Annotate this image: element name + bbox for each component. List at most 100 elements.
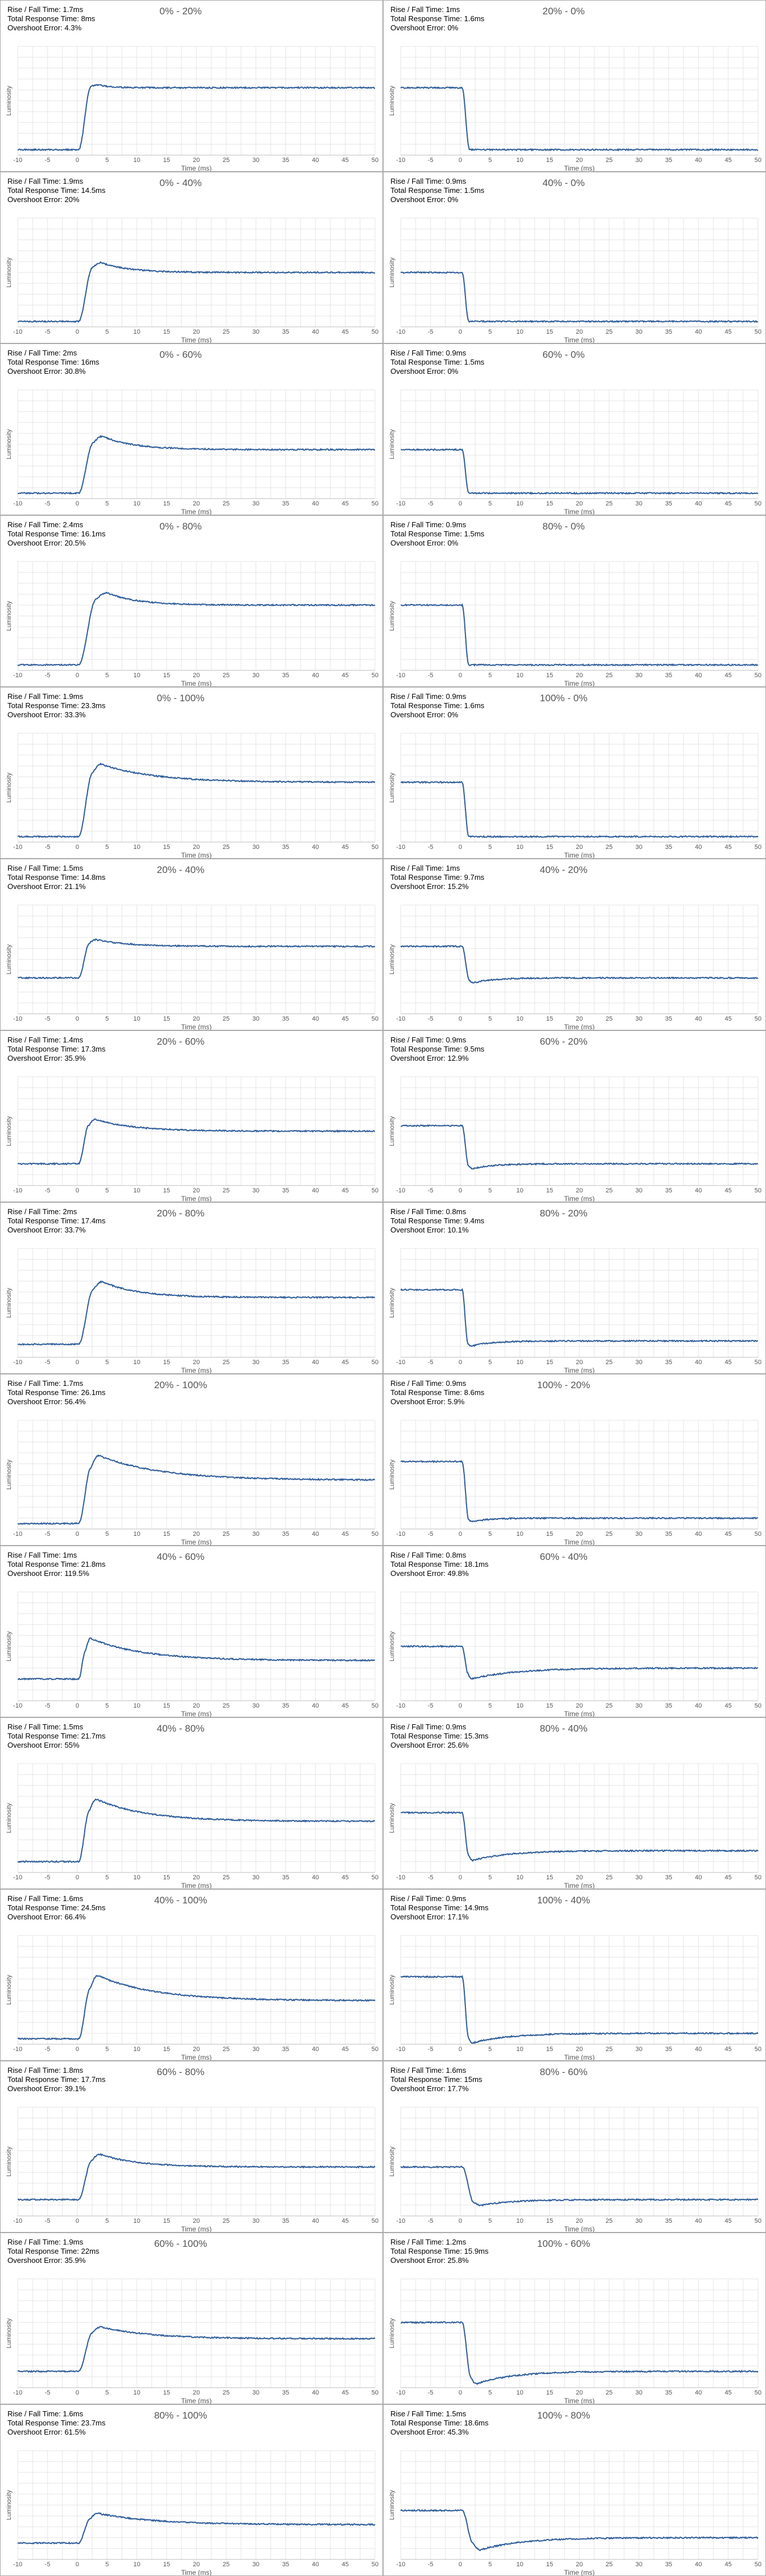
x-tick-label: 15 xyxy=(163,672,171,679)
stat-label: Overshoot Error: xyxy=(390,539,448,547)
x-tick-label: 5 xyxy=(488,1016,492,1022)
overshoot-error-text: Overshoot Error: 33.7% xyxy=(7,1226,105,1235)
x-axis-label: Time (ms) xyxy=(181,2053,212,2061)
x-tick-label: 10 xyxy=(516,500,524,507)
stat-value: 1.2ms xyxy=(445,2238,467,2246)
x-tick-label: 25 xyxy=(222,1874,230,1881)
x-tick-label: 10 xyxy=(516,157,524,164)
rise-fall-time-text: Rise / Fall Time: 2.4ms xyxy=(7,520,105,530)
x-tick-label: 50 xyxy=(371,844,379,851)
plot-area xyxy=(400,2278,759,2388)
x-tick-label: -10 xyxy=(396,2046,405,2053)
overshoot-error-text: Overshoot Error: 66.4% xyxy=(7,1913,105,1922)
x-tick-label: 50 xyxy=(371,157,379,164)
series-line xyxy=(400,1974,759,2044)
x-tick-label: -10 xyxy=(396,672,405,679)
stat-label: Rise / Fall Time: xyxy=(390,864,446,872)
plot-area xyxy=(17,1076,376,1186)
stat-label: Overshoot Error: xyxy=(390,882,448,891)
stat-value: 9.5ms xyxy=(464,1045,485,1053)
y-axis-label: Luminosity xyxy=(6,429,13,460)
x-tick-label: 15 xyxy=(546,2389,554,2396)
x-tick-label: 40 xyxy=(311,1187,319,1194)
x-tick-label: 5 xyxy=(105,157,109,164)
x-tick-label: -10 xyxy=(396,1359,405,1366)
stat-label: Overshoot Error: xyxy=(7,2256,65,2265)
series-line xyxy=(17,1454,375,1526)
y-axis-label: Luminosity xyxy=(6,1459,13,1490)
x-tick-label: -10 xyxy=(396,2389,405,2396)
stat-label: Rise / Fall Time: xyxy=(390,1036,446,1044)
series-line xyxy=(400,2321,759,2385)
x-tick-label: 30 xyxy=(635,500,643,507)
x-tick-label: -10 xyxy=(396,1531,405,1538)
rise-fall-time-text: Rise / Fall Time: 1.8ms xyxy=(7,2066,105,2075)
stat-label: Total Response Time: xyxy=(7,530,81,538)
chart-panel: Rise / Fall Time: 1.2ms Total Response Ti… xyxy=(383,2233,766,2404)
x-tick-label: 40 xyxy=(694,1531,702,1538)
total-response-time-text: Total Response Time: 14.5ms xyxy=(7,186,105,195)
rise-fall-time-text: Rise / Fall Time: 1.5ms xyxy=(7,1722,105,1732)
x-tick-label: 40 xyxy=(311,672,319,679)
x-tick-label: 10 xyxy=(133,2561,141,2568)
x-tick-label: -5 xyxy=(45,1187,50,1194)
x-tick-label: 45 xyxy=(724,1187,732,1194)
series-line xyxy=(400,1287,759,1348)
x-tick-label: 20 xyxy=(192,1187,200,1194)
x-tick-label: 20 xyxy=(192,2218,200,2225)
x-tick-label: 40 xyxy=(694,672,702,679)
x-axis-label: Time (ms) xyxy=(181,2569,212,2576)
stat-label: Total Response Time: xyxy=(390,2247,464,2255)
stat-value: 17.1% xyxy=(447,1913,469,1921)
x-tick-label: 45 xyxy=(724,1016,732,1022)
x-tick-label: 20 xyxy=(575,2046,583,2053)
y-axis-label: Luminosity xyxy=(6,85,13,116)
stat-label: Rise / Fall Time: xyxy=(390,2238,446,2246)
stat-label: Total Response Time: xyxy=(7,701,81,710)
x-tick-label: 25 xyxy=(605,157,613,164)
stat-label: Total Response Time: xyxy=(7,1560,81,1568)
rise-fall-time-text: Rise / Fall Time: 0.8ms xyxy=(390,1551,488,1560)
stat-value: 15.9ms xyxy=(464,2247,489,2255)
x-tick-label: 25 xyxy=(605,1702,613,1709)
x-tick-label: -10 xyxy=(13,2218,22,2225)
x-axis-label: Time (ms) xyxy=(564,679,595,687)
overshoot-error-text: Overshoot Error: 55% xyxy=(7,1741,105,1750)
stat-value: 1.7ms xyxy=(62,1379,84,1388)
chart-stats: Rise / Fall Time: 1.5ms Total Response Ti… xyxy=(7,864,105,891)
stat-value: 0% xyxy=(447,195,459,204)
x-tick-label: -10 xyxy=(396,2218,405,2225)
total-response-time-text: Total Response Time: 14.9ms xyxy=(390,1903,488,1913)
x-tick-label: 40 xyxy=(311,2389,319,2396)
stat-label: Total Response Time: xyxy=(7,1388,81,1397)
plot-area xyxy=(17,733,376,843)
total-response-time-text: Total Response Time: 17.3ms xyxy=(7,1045,105,1054)
x-tick-label: 15 xyxy=(163,329,171,335)
x-tick-label: 45 xyxy=(724,157,732,164)
overshoot-error-text: Overshoot Error: 0% xyxy=(390,195,484,204)
x-tick-label: 15 xyxy=(546,1359,554,1366)
stat-label: Rise / Fall Time: xyxy=(7,2238,63,2246)
x-tick-label: 40 xyxy=(694,2389,702,2396)
total-response-time-text: Total Response Time: 18.1ms xyxy=(390,1560,488,1569)
x-tick-label: 25 xyxy=(222,2218,230,2225)
x-tick-label: 5 xyxy=(105,1874,109,1881)
x-tick-label: -10 xyxy=(13,672,22,679)
x-axis-label: Time (ms) xyxy=(564,2053,595,2061)
x-tick-label: 20 xyxy=(575,1359,583,1366)
stat-value: 22ms xyxy=(81,2247,100,2255)
x-tick-label: 0 xyxy=(75,1359,80,1366)
stat-label: Total Response Time: xyxy=(390,14,464,23)
x-tick-label: 20 xyxy=(192,844,200,851)
y-axis-label: Luminosity xyxy=(389,1631,396,1662)
x-tick-label: 35 xyxy=(665,1359,673,1366)
stat-value: 0.9ms xyxy=(445,520,467,529)
stat-value: 61.5% xyxy=(64,2428,86,2436)
x-tick-label: 25 xyxy=(222,157,230,164)
x-tick-label: 50 xyxy=(754,844,762,851)
x-tick-label: -10 xyxy=(13,329,22,335)
x-tick-label: 0 xyxy=(75,1702,80,1709)
stat-value: 25.6% xyxy=(447,1741,469,1749)
plot-area xyxy=(17,904,376,1014)
x-tick-label: 0 xyxy=(75,329,80,335)
